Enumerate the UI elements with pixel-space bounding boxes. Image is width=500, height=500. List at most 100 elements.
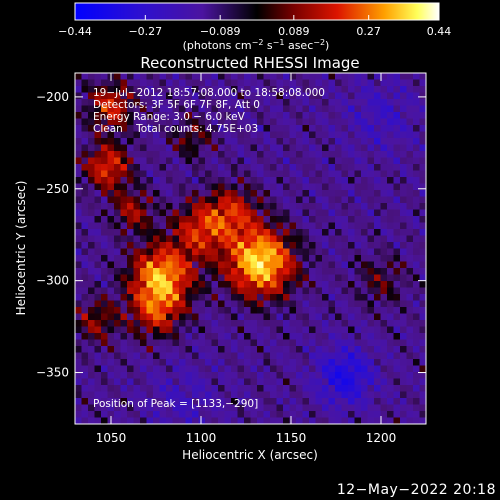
heatmap-cell (166, 138, 173, 145)
heatmap-cell (309, 417, 316, 425)
heatmap-cell (205, 391, 212, 399)
heatmap-cell (172, 372, 180, 379)
heatmap-cell (328, 352, 336, 360)
heatmap-cell (127, 352, 134, 360)
heatmap-cell (75, 320, 82, 327)
heatmap-cell (413, 404, 420, 412)
heatmap-cell (114, 359, 121, 366)
heatmap-cell (159, 352, 167, 360)
heatmap-cell (133, 320, 141, 327)
heatmap-cell (276, 294, 284, 301)
heatmap-cell (192, 398, 199, 405)
heatmap-cell (400, 196, 407, 204)
heatmap-cell (315, 255, 323, 262)
heatmap-cell (88, 73, 95, 80)
heatmap-cell (185, 99, 193, 106)
heatmap-cell (146, 203, 154, 210)
heatmap-cell (354, 138, 362, 145)
heatmap-cell (406, 190, 414, 197)
heatmap-cell (94, 307, 102, 314)
heatmap-cell (192, 333, 199, 340)
heatmap-cell (419, 326, 427, 334)
heatmap-cell (374, 138, 381, 145)
heatmap-cell (296, 261, 303, 269)
heatmap-cell (367, 359, 375, 366)
heatmap-cell (237, 307, 245, 314)
heatmap-cell (94, 404, 102, 412)
heatmap-cell (120, 352, 128, 360)
heatmap-cell (367, 365, 375, 373)
heatmap-cell (205, 99, 212, 106)
heatmap-cell (322, 268, 329, 275)
heatmap-cell (406, 352, 414, 360)
heatmap-cell (101, 190, 108, 197)
heatmap-cell (75, 229, 82, 236)
heatmap-cell (198, 242, 206, 249)
heatmap-cell (120, 385, 128, 392)
heatmap-cell (185, 144, 193, 152)
heatmap-cell (146, 300, 154, 308)
heatmap-cell (159, 79, 167, 87)
heatmap-cell (107, 125, 115, 132)
heatmap-cell (127, 164, 134, 171)
heatmap-cell (296, 170, 303, 178)
heatmap-cell (218, 164, 225, 171)
heatmap-cell (211, 229, 219, 236)
heatmap-cell (120, 313, 128, 321)
heatmap-cell (348, 274, 355, 282)
heatmap-cell (179, 268, 186, 275)
heatmap-cell (114, 365, 121, 373)
heatmap-cell (283, 151, 290, 158)
heatmap-cell (354, 268, 362, 275)
heatmap-cell (283, 359, 290, 366)
heatmap-cell (361, 196, 368, 204)
heatmap-cell (140, 385, 147, 392)
heatmap-cell (413, 118, 420, 126)
heatmap-cell (75, 112, 82, 119)
heatmap-cell (211, 125, 219, 132)
heatmap-cell (133, 372, 141, 379)
heatmap-cell (237, 391, 245, 399)
heatmap-cell (328, 385, 336, 392)
heatmap-cell (75, 346, 82, 353)
heatmap-cell (400, 177, 407, 184)
heatmap-cell (276, 125, 284, 132)
heatmap-cell (419, 248, 427, 256)
heatmap-cell (192, 365, 199, 373)
colorbar-tick-label: −0.27 (128, 25, 162, 38)
heatmap-cell (114, 138, 121, 145)
heatmap-cell (393, 339, 401, 347)
heatmap-cell (283, 125, 290, 132)
heatmap-cell (88, 346, 95, 353)
heatmap-cell (231, 112, 238, 119)
heatmap-cell (263, 170, 271, 178)
heatmap-cell (380, 294, 388, 301)
heatmap-cell (354, 404, 362, 412)
heatmap-cell (374, 300, 381, 308)
heatmap-cell (289, 222, 297, 230)
heatmap-cell (140, 86, 147, 93)
heatmap-cell (309, 320, 316, 327)
heatmap-cell (335, 333, 342, 340)
heatmap-cell (374, 313, 381, 321)
heatmap-cell (146, 320, 154, 327)
heatmap-cell (231, 203, 238, 210)
heatmap-cell (406, 300, 414, 308)
heatmap-cell (309, 138, 316, 145)
heatmap-cell (172, 333, 180, 340)
heatmap-cell (224, 144, 232, 152)
heatmap-cell (348, 235, 355, 243)
heatmap-cell (120, 372, 128, 379)
heatmap-cell (263, 248, 271, 256)
heatmap-cell (419, 86, 427, 93)
heatmap-cell (166, 365, 173, 373)
heatmap-cell (224, 261, 232, 269)
heatmap-cell (283, 79, 290, 87)
heatmap-cell (406, 164, 414, 171)
heatmap-cell (166, 294, 173, 301)
heatmap-cell (367, 164, 375, 171)
heatmap-cell (198, 73, 206, 80)
heatmap-cell (114, 157, 121, 165)
heatmap-cell (380, 235, 388, 243)
heatmap-cell (328, 320, 336, 327)
